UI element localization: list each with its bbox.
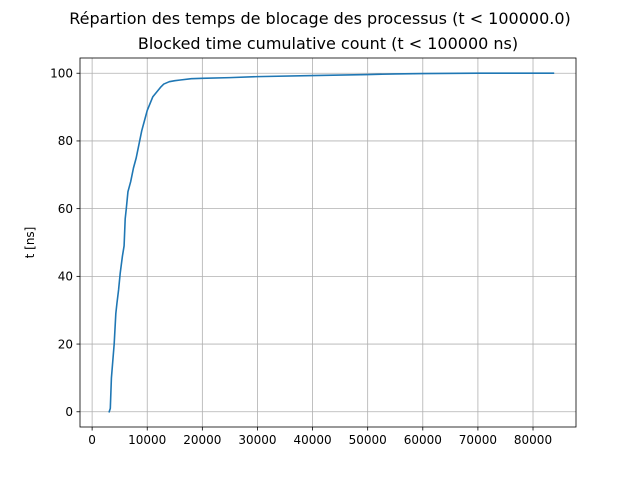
y-axis-label: t [ns]	[23, 227, 37, 259]
x-tick-label: 80000	[514, 433, 552, 447]
grid	[80, 58, 576, 427]
y-tick-label: 40	[58, 270, 73, 284]
chart-subtitle: Blocked time cumulative count (t < 10000…	[138, 34, 518, 53]
x-tick-label: 60000	[404, 433, 442, 447]
x-tick-label: 30000	[238, 433, 276, 447]
chart-title: Répartion des temps de blocage des proce…	[69, 9, 571, 28]
y-tick-label: 80	[58, 134, 73, 148]
x-tick-label: 20000	[183, 433, 221, 447]
x-tick-label: 0	[88, 433, 96, 447]
y-tick-label: 20	[58, 337, 73, 351]
series-line	[108, 72, 555, 413]
x-tick-label: 70000	[459, 433, 497, 447]
y-tick-label: 60	[58, 202, 73, 216]
plot-area	[108, 72, 555, 413]
x-axis: 0 10000 20000 30000 40000 50000 60000 70000 8000…	[88, 427, 552, 447]
y-tick-label: 100	[50, 67, 73, 81]
x-tick-label: 40000	[293, 433, 331, 447]
x-tick-label: 50000	[349, 433, 387, 447]
x-tick-label: 10000	[128, 433, 166, 447]
y-axis: 0 20 40 60 80 100	[50, 67, 80, 419]
plot-frame	[79, 57, 577, 428]
y-tick-label: 0	[65, 405, 73, 419]
